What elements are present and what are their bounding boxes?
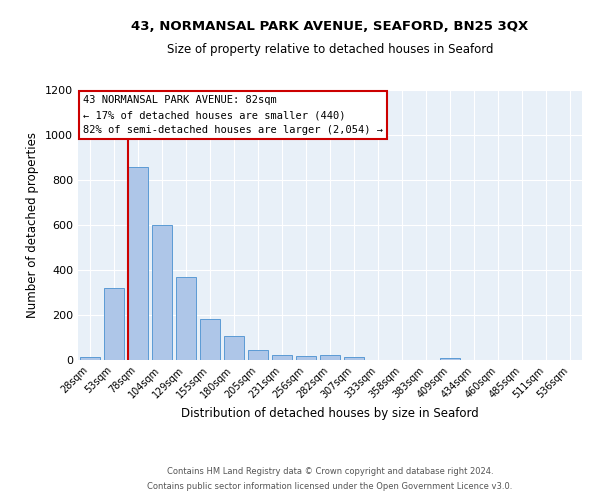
Bar (200, 319, 220, 360)
Bar (272, 354, 292, 360)
Text: 43, NORMANSAL PARK AVENUE, SEAFORD, BN25 3QX: 43, NORMANSAL PARK AVENUE, SEAFORD, BN25… (131, 20, 529, 33)
Bar (344, 356, 364, 360)
Bar (320, 355, 340, 360)
Bar (104, 288, 124, 360)
Bar (128, 167, 148, 360)
Text: 43 NORMANSAL PARK AVENUE: 82sqm
← 17% of detached houses are smaller (440)
82% o: 43 NORMANSAL PARK AVENUE: 82sqm ← 17% of… (83, 96, 383, 135)
Bar (80, 356, 100, 360)
X-axis label: Distribution of detached houses by size in Seaford: Distribution of detached houses by size … (181, 406, 479, 420)
Bar (296, 356, 316, 360)
Y-axis label: Number of detached properties: Number of detached properties (26, 132, 40, 318)
Text: Contains HM Land Registry data © Crown copyright and database right 2024.: Contains HM Land Registry data © Crown c… (167, 467, 493, 476)
Bar (152, 226, 172, 360)
Text: Contains public sector information licensed under the Open Government Licence v3: Contains public sector information licen… (148, 482, 512, 491)
Bar (440, 358, 460, 360)
Text: Size of property relative to detached houses in Seaford: Size of property relative to detached ho… (167, 42, 493, 56)
Bar (224, 336, 244, 360)
Bar (176, 277, 196, 360)
Bar (248, 350, 268, 360)
